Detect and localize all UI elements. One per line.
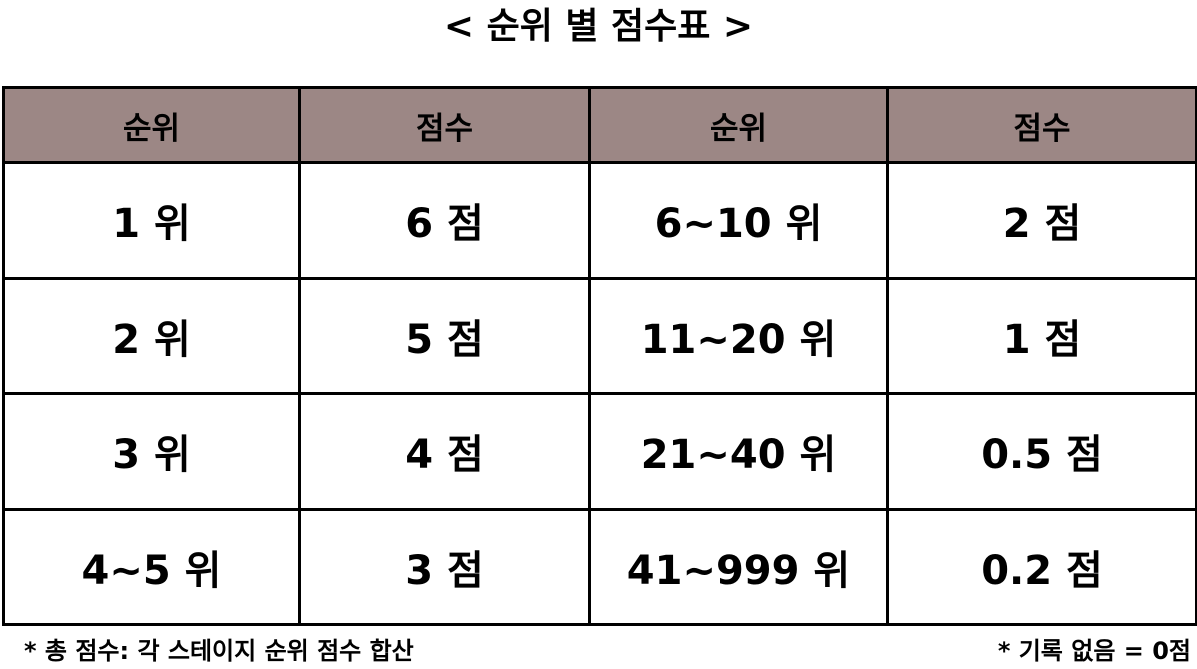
rank-cell: 1 위 [2, 161, 301, 280]
table-row: 1 위 6 점 6~10 위 2 점 [2, 161, 1197, 280]
rank-cell: 4~5 위 [2, 507, 301, 626]
rank-cell: 3 위 [2, 392, 301, 511]
page-title: < 순위 별 점수표 > [443, 6, 754, 47]
header-rank-1: 순위 [2, 86, 301, 164]
table-row: 4~5 위 3 점 41~999 위 0.2 점 [2, 507, 1197, 626]
score-cell: 2 점 [886, 161, 1197, 280]
table-header-row: 순위 점수 순위 점수 [2, 86, 1197, 164]
table-row: 2 위 5 점 11~20 위 1 점 [2, 276, 1197, 395]
rank-cell: 11~20 위 [588, 276, 889, 395]
rank-cell: 21~40 위 [588, 392, 889, 511]
score-cell: 5 점 [298, 276, 591, 395]
score-cell: 4 점 [298, 392, 591, 511]
score-cell: 0.5 점 [886, 392, 1197, 511]
score-cell: 6 점 [298, 161, 591, 280]
footnote-no-record: * 기록 없음 = 0점 [997, 637, 1191, 665]
rank-cell: 41~999 위 [588, 507, 889, 626]
footnote-total-score: * 총 점수: 각 스테이지 순위 점수 합산 [24, 637, 414, 665]
header-rank-2: 순위 [588, 86, 889, 164]
rank-cell: 6~10 위 [588, 161, 889, 280]
score-cell: 1 점 [886, 276, 1197, 395]
score-cell: 3 점 [298, 507, 591, 626]
table-row: 3 위 4 점 21~40 위 0.5 점 [2, 392, 1197, 511]
header-score-1: 점수 [298, 86, 591, 164]
score-cell: 0.2 점 [886, 507, 1197, 626]
score-table: 순위 점수 순위 점수 1 위 6 점 6~10 위 2 점 2 위 5 점 1… [2, 86, 1197, 626]
header-score-2: 점수 [886, 86, 1197, 164]
rank-cell: 2 위 [2, 276, 301, 395]
